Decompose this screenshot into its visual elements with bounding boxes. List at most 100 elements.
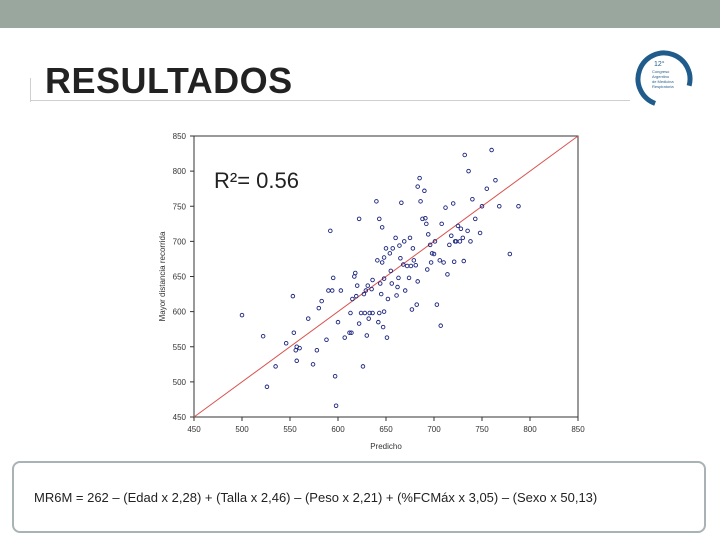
data-point bbox=[363, 288, 369, 293]
data-point bbox=[297, 345, 302, 351]
data-point bbox=[389, 281, 395, 286]
data-point bbox=[470, 196, 475, 202]
data-point bbox=[418, 199, 423, 204]
x-tick-label: 850 bbox=[571, 425, 585, 434]
data-point bbox=[395, 284, 400, 290]
data-point bbox=[401, 239, 407, 244]
data-point bbox=[397, 243, 402, 248]
data-point bbox=[497, 203, 502, 209]
data-point bbox=[410, 246, 416, 251]
x-tick-label: 650 bbox=[379, 425, 393, 434]
x-axis-label: Predicho bbox=[370, 442, 402, 451]
data-point bbox=[377, 310, 382, 316]
y-tick-label: 800 bbox=[173, 167, 187, 176]
data-point bbox=[493, 178, 498, 183]
data-point bbox=[353, 270, 358, 276]
data-point bbox=[393, 235, 398, 241]
data-point bbox=[404, 263, 410, 269]
data-point bbox=[394, 293, 399, 298]
data-point bbox=[385, 296, 391, 302]
data-point bbox=[338, 288, 344, 293]
data-point bbox=[432, 239, 438, 244]
logo-line-1: 12° bbox=[654, 60, 665, 68]
data-point bbox=[316, 305, 322, 311]
data-point bbox=[364, 333, 370, 338]
data-point bbox=[291, 330, 297, 335]
title-divider bbox=[30, 100, 630, 101]
x-tick-label: 750 bbox=[475, 425, 489, 434]
x-tick-label: 600 bbox=[331, 425, 345, 434]
data-point bbox=[356, 321, 362, 326]
y-tick-label: 550 bbox=[173, 343, 187, 352]
x-tick-label: 450 bbox=[187, 425, 201, 434]
data-point bbox=[431, 251, 437, 257]
data-point bbox=[375, 258, 380, 263]
data-point bbox=[273, 364, 278, 369]
data-point bbox=[374, 199, 379, 204]
data-point bbox=[402, 288, 408, 293]
data-point bbox=[507, 251, 513, 257]
data-point bbox=[377, 216, 382, 222]
data-point bbox=[420, 216, 425, 222]
data-point bbox=[365, 283, 371, 288]
data-point bbox=[360, 364, 366, 369]
data-point bbox=[384, 335, 390, 340]
data-point bbox=[305, 316, 311, 321]
data-point bbox=[455, 223, 461, 229]
data-point bbox=[381, 276, 387, 281]
data-point bbox=[352, 274, 357, 279]
top-bar bbox=[0, 0, 720, 28]
x-tick-label: 700 bbox=[427, 425, 441, 434]
logo-line-3: Argentino bbox=[652, 74, 670, 79]
data-point bbox=[358, 310, 364, 316]
x-tick-label: 550 bbox=[283, 425, 297, 434]
y-tick-label: 650 bbox=[173, 273, 187, 282]
data-point bbox=[457, 239, 463, 244]
data-point bbox=[376, 319, 381, 325]
data-point bbox=[438, 323, 443, 328]
data-point bbox=[293, 348, 299, 353]
data-point bbox=[423, 215, 428, 221]
data-point bbox=[335, 319, 341, 325]
data-point bbox=[328, 228, 333, 234]
data-point bbox=[406, 275, 412, 281]
data-point bbox=[361, 291, 367, 297]
data-point bbox=[516, 203, 521, 209]
data-point bbox=[473, 216, 478, 222]
data-point bbox=[407, 235, 413, 241]
data-point bbox=[379, 260, 385, 265]
data-point bbox=[450, 201, 456, 206]
data-point bbox=[387, 251, 393, 256]
data-point bbox=[379, 225, 385, 230]
y-tick-label: 600 bbox=[173, 308, 187, 317]
data-point bbox=[310, 362, 316, 367]
data-point bbox=[437, 258, 443, 263]
data-point bbox=[443, 205, 448, 210]
data-point bbox=[399, 200, 404, 205]
congress-logo-icon: 12° Congreso Argentino de Medicina Respi… bbox=[635, 50, 693, 108]
y-tick-label: 850 bbox=[173, 132, 187, 141]
data-point bbox=[353, 293, 359, 299]
scatter-chart: 450 500 550 600 650 700 750 800 850 450 500 550 600 6… bbox=[150, 126, 592, 456]
data-point bbox=[349, 330, 354, 335]
logo-line-5: Respiratoria bbox=[652, 84, 674, 89]
r-squared-annotation: R²= 0.56 bbox=[214, 168, 299, 193]
data-point bbox=[354, 283, 360, 288]
y-axis-label: Mayor distancia recorrida bbox=[158, 231, 167, 321]
data-point bbox=[460, 235, 466, 241]
data-point bbox=[477, 230, 483, 236]
logo-line-4: de Medicina bbox=[652, 79, 674, 84]
formula-box: MR6M = 262 – (Edad x 2,28) + (Talla x 2,… bbox=[12, 461, 706, 533]
data-point bbox=[441, 260, 446, 265]
data-point bbox=[439, 221, 444, 227]
data-point bbox=[362, 310, 368, 316]
data-point bbox=[381, 255, 387, 260]
data-point bbox=[342, 335, 347, 340]
data-point bbox=[332, 374, 338, 379]
data-point bbox=[468, 239, 473, 244]
data-point bbox=[370, 277, 375, 283]
y-tick-label: 700 bbox=[173, 237, 187, 246]
data-point bbox=[458, 226, 464, 231]
data-point bbox=[484, 186, 490, 191]
data-point bbox=[377, 281, 383, 286]
